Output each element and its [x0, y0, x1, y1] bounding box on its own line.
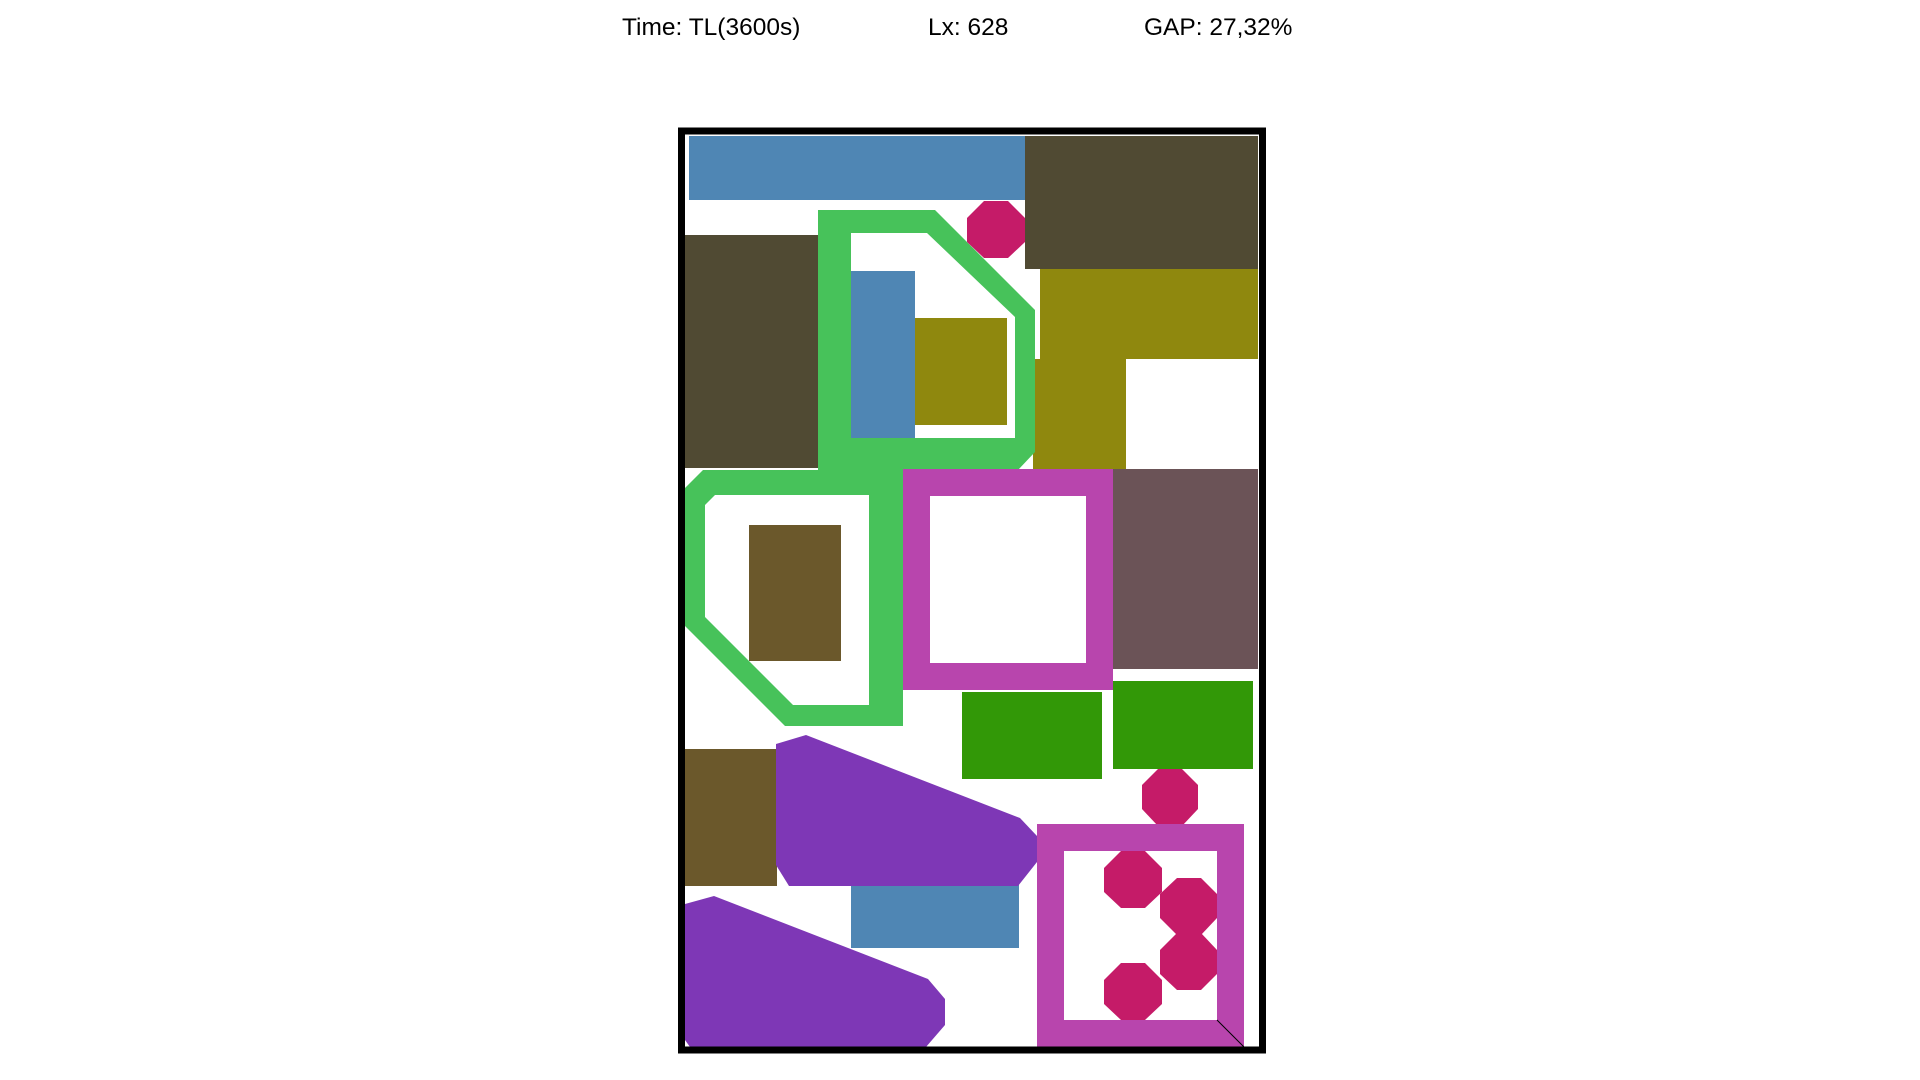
piece-green-rect-left [962, 692, 1102, 779]
piece-dark-olive-rect-left [685, 235, 818, 468]
piece-mauve-rect [1113, 469, 1258, 669]
piece-crimson-octagon-frame-2 [1160, 878, 1217, 935]
piece-crimson-octagon-frame-1 [1104, 851, 1162, 908]
container-border [678, 127, 1266, 1054]
piece-blue-rect-bottom [851, 884, 1019, 948]
piece-green-frame-middle [685, 470, 903, 726]
piece-brown-rect-lower [685, 749, 777, 886]
lx-label: Lx: 628 [928, 14, 1008, 41]
piece-dark-olive-rect-right [1025, 136, 1258, 269]
gap-label: GAP: 27,32% [1144, 14, 1292, 41]
piece-magenta-frame-bottom [1037, 824, 1244, 1047]
piece-purple-polygon-lower [685, 896, 945, 1047]
piece-green-rect-right [1113, 681, 1253, 769]
piece-olive-rect-inner [915, 318, 1007, 425]
piece-magenta-frame-middle [903, 469, 1113, 690]
piece-brown-rect-inner [749, 525, 841, 661]
time-label: Time: TL(3600s) [622, 14, 800, 41]
piece-olive-l-shape [1033, 269, 1258, 469]
frame-corner-notch [1216, 1019, 1245, 1048]
piece-crimson-octagon-middle [1142, 769, 1198, 826]
piece-crimson-octagon-frame-3 [1160, 933, 1217, 990]
piece-blue-rect-top [689, 136, 1025, 200]
piece-blue-rect-inner [851, 271, 915, 439]
piece-crimson-octagon-frame-4 [1104, 963, 1162, 1020]
piece-purple-polygon-upper [776, 735, 1037, 886]
piece-crimson-octagon-top [967, 201, 1025, 258]
piece-green-frame-top [818, 210, 1035, 470]
